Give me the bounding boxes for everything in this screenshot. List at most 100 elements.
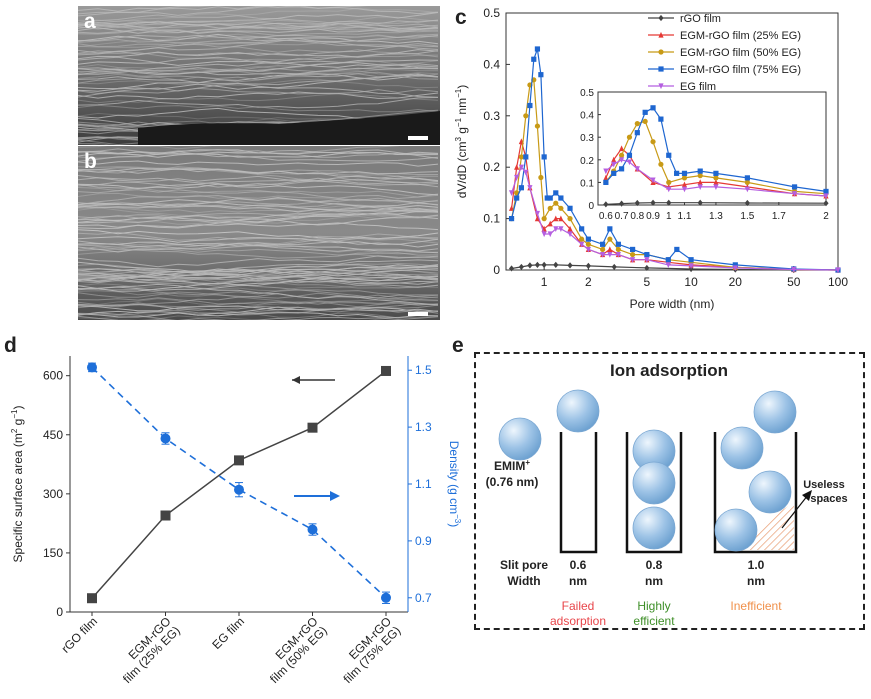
data-point — [658, 83, 664, 90]
label-part: g — [11, 419, 25, 429]
sem-layer-line — [78, 67, 439, 76]
data-point — [634, 166, 640, 172]
sem-layer-line — [78, 195, 439, 206]
sem-layer-line — [78, 197, 439, 209]
inset-x-tick-label: 0.7 — [615, 211, 629, 222]
surface-area-point — [234, 455, 244, 466]
data-point — [607, 251, 613, 258]
series-4 — [508, 164, 841, 274]
data-point — [518, 164, 524, 171]
data-point — [697, 168, 703, 174]
y-tick-label: 0.1 — [483, 212, 500, 226]
data-point — [666, 199, 672, 206]
sem-layer-line — [78, 306, 439, 316]
data-point — [666, 186, 672, 193]
inset-y-tick-label: 0.2 — [580, 156, 594, 167]
data-point — [567, 216, 573, 222]
data-point — [644, 251, 650, 258]
right-tick-label: 1.5 — [415, 363, 432, 377]
legend-item: EGM-rGO film (50% EG) — [648, 47, 801, 59]
sem-layer-line — [78, 60, 439, 74]
plot-frame — [505, 12, 839, 271]
density-point — [381, 592, 391, 603]
ion-sphere — [720, 426, 764, 470]
data-point — [835, 267, 841, 274]
sem-layer-line — [78, 160, 439, 167]
outcome-label: adsorption — [550, 614, 606, 628]
inset-x-tick-label: 0.8 — [630, 211, 644, 222]
sem-layer-line — [78, 315, 439, 320]
legend-label: EGM-rGO film (25% EG) — [680, 30, 801, 42]
sem-layer-line — [78, 93, 439, 104]
row-label: Width — [507, 574, 540, 588]
data-point — [658, 116, 664, 122]
inset-x-tick-label: 1.7 — [772, 211, 786, 222]
data-point — [644, 264, 650, 272]
sem-layer-line — [78, 242, 439, 255]
sem-layer-line — [78, 26, 439, 35]
ion-sphere — [632, 461, 676, 505]
data-point — [558, 226, 564, 232]
data-point — [527, 262, 533, 269]
data-point — [697, 179, 703, 185]
sem-layer-line — [78, 229, 439, 240]
sem-layer-line — [78, 312, 176, 320]
sem-layer-line — [78, 60, 439, 69]
data-point — [626, 159, 633, 166]
panel-label-d: d — [4, 334, 17, 357]
sem-layer-line — [78, 264, 439, 282]
label-part: ) — [447, 523, 461, 527]
left-tick-label: 600 — [43, 369, 63, 383]
legend-item: EG film — [648, 81, 716, 93]
inset-x-tick-label: 2 — [823, 211, 829, 222]
sem-layer-line — [78, 209, 439, 220]
sem-layer-line — [78, 148, 438, 158]
data-point — [547, 220, 553, 227]
legend-label: rGO film — [680, 13, 721, 25]
data-point — [579, 241, 585, 248]
data-point — [823, 200, 829, 207]
data-point — [665, 262, 671, 268]
sem-layer-line — [78, 248, 439, 259]
sem-layer-line — [78, 201, 439, 213]
sem-layer-line — [78, 297, 439, 306]
data-point — [523, 113, 529, 119]
left-tick-label: 300 — [43, 487, 63, 501]
right-tick-label: 0.9 — [415, 534, 432, 548]
data-point — [607, 236, 613, 242]
pore-width-value: 1.0 — [748, 558, 765, 572]
data-point — [579, 226, 585, 232]
sem-layer-line — [78, 312, 439, 319]
data-point — [544, 195, 550, 201]
data-point — [603, 174, 609, 181]
sem-layer-line — [78, 291, 439, 299]
sem-image-a — [78, 6, 440, 145]
right-axis-title: Density (g cm−3) — [447, 441, 462, 527]
slit-pore — [625, 432, 683, 554]
data-point — [697, 184, 703, 191]
sem-layer-line — [78, 301, 439, 308]
category-label: rGO film — [59, 614, 100, 655]
label-part: −3 — [453, 514, 462, 524]
data-point — [658, 49, 664, 55]
outcome-label: Inefficient — [730, 599, 782, 613]
data-point — [626, 152, 633, 158]
data-point — [650, 199, 656, 206]
data-point — [585, 236, 591, 242]
sem-layer-line — [78, 283, 439, 292]
y-tick-label: 0.3 — [483, 109, 500, 123]
left-tick-label: 150 — [43, 546, 63, 560]
data-point — [534, 215, 541, 222]
sem-layer-line — [78, 311, 439, 319]
data-point — [658, 14, 664, 22]
right-tick-label: 0.7 — [415, 591, 432, 605]
data-point — [553, 190, 559, 196]
density-point — [234, 484, 244, 495]
label-part: 3 — [454, 137, 463, 142]
inset-series-3 — [603, 105, 829, 195]
sem-layer-line — [78, 20, 439, 29]
panel-label-c: c — [455, 6, 467, 29]
sem-layer-line — [78, 6, 369, 12]
data-point — [732, 262, 738, 268]
